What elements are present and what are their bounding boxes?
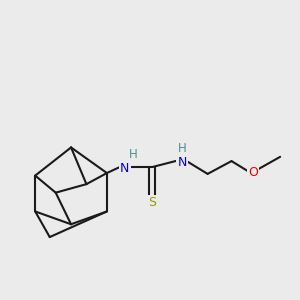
Text: N: N [177,156,187,169]
Text: S: S [148,196,156,209]
Text: N: N [120,162,130,175]
Text: H: H [129,148,138,160]
Text: H: H [178,142,186,155]
Text: O: O [248,166,258,179]
